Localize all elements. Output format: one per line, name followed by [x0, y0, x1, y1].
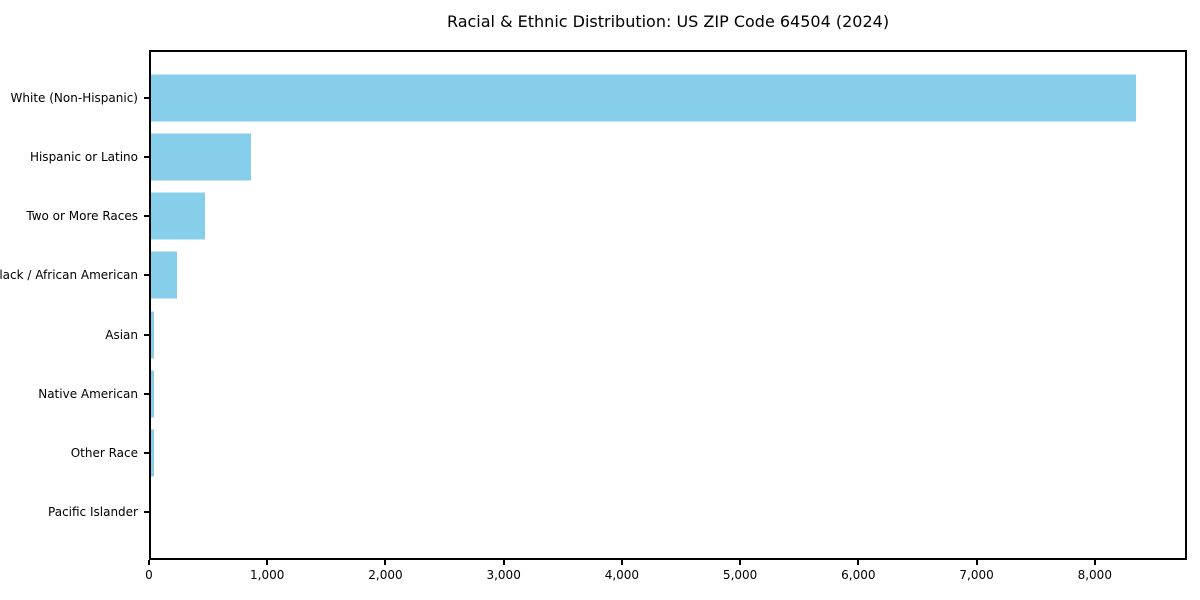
category-label: Other Race — [70, 446, 138, 461]
x-tick-label: 4,000 — [604, 568, 640, 582]
y-tick — [144, 511, 149, 514]
x-tick-label: 3,000 — [486, 568, 521, 582]
category-label: Two or More Races — [26, 209, 138, 224]
category-label: Pacific Islander — [48, 505, 138, 520]
category-label: Black / African American — [0, 268, 138, 283]
category-label: Native American — [38, 386, 138, 401]
bar — [149, 370, 154, 418]
chart-title: Racial & Ethnic Distribution: US ZIP Cod… — [446, 12, 890, 31]
x-tick-label: 7,000 — [959, 568, 994, 582]
bar-row: Two or More Races — [26, 187, 1187, 246]
bar-row: White (Non-Hispanic) — [11, 68, 1187, 127]
y-tick — [144, 96, 149, 99]
bar — [149, 192, 205, 240]
x-tick — [148, 560, 150, 565]
x-tick — [1093, 560, 1096, 565]
bar-row: Black / African American — [0, 246, 1187, 305]
x-tick — [857, 560, 860, 565]
bar — [149, 251, 177, 299]
x-tick — [266, 560, 269, 565]
y-tick — [144, 215, 149, 218]
bar-row: Pacific Islander — [48, 483, 1187, 542]
bar — [149, 429, 154, 477]
x-tick — [620, 560, 623, 565]
bar — [149, 74, 1137, 122]
x-tick-label: 0 — [145, 568, 153, 582]
bar-row: Asian — [105, 305, 1187, 364]
x-tick-label: 6,000 — [841, 568, 876, 582]
category-label: Hispanic or Latino — [29, 149, 138, 164]
x-tick-label: 2,000 — [368, 568, 403, 582]
bars-container: White (Non-Hispanic) Hispanic or Latino Tw… — [0, 50, 1187, 560]
x-tick-label: 1,000 — [250, 568, 285, 582]
bar-row: Hispanic or Latino — [30, 127, 1187, 186]
y-tick — [144, 155, 149, 158]
x-tick — [739, 560, 742, 565]
category-label: Asian — [105, 327, 138, 342]
y-tick — [144, 274, 149, 277]
x-tick-label: 5,000 — [722, 568, 758, 582]
bar — [149, 311, 154, 359]
x-tick — [502, 560, 505, 565]
category-label: White (Non-Hispanic) — [10, 90, 138, 105]
bar-row: Native American — [38, 364, 1187, 423]
bar — [149, 133, 251, 181]
x-tick-label: 8,000 — [1077, 568, 1112, 582]
x-tick — [975, 560, 978, 565]
bar-row: Other Race — [71, 424, 1187, 483]
y-tick — [144, 392, 149, 395]
x-tick — [384, 560, 387, 565]
plot-area: White (Non-Hispanic) Hispanic or Latino Tw… — [0, 50, 1187, 582]
y-tick — [144, 333, 149, 336]
y-tick — [144, 452, 149, 455]
